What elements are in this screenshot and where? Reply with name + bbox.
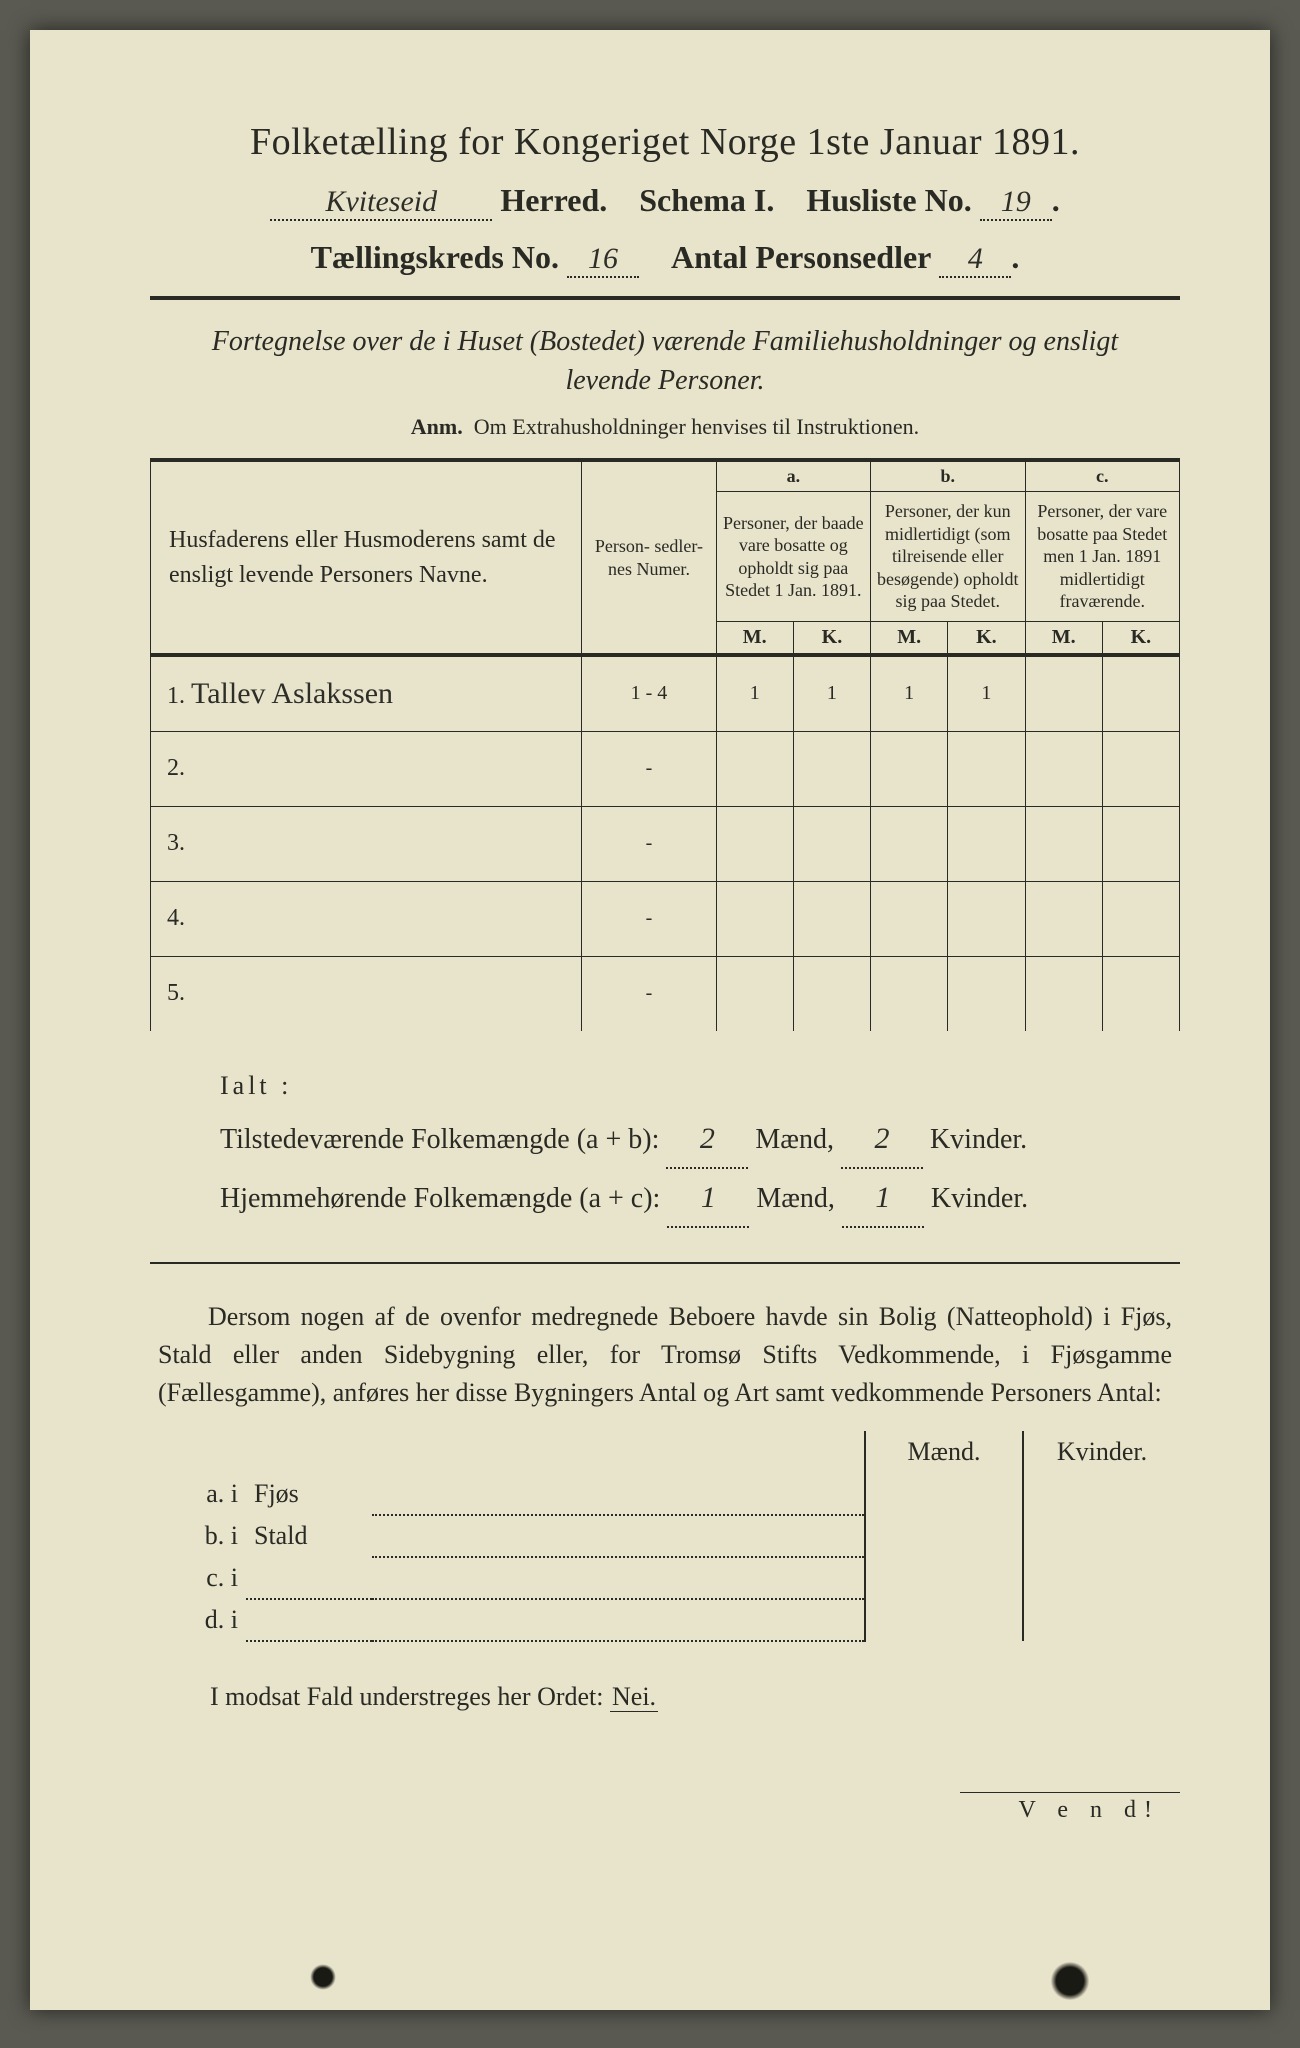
herred-value: Kviteseid	[270, 185, 492, 221]
paper-blemish-icon	[1050, 1962, 1090, 2000]
kreds-label: Tællingskreds No.	[311, 239, 559, 275]
row-num: 1.	[167, 683, 185, 709]
row-num: 3.	[151, 806, 582, 881]
row-person: 1 - 4	[582, 655, 716, 732]
row-num: 5.	[151, 956, 582, 1031]
personsedler-value: 4	[939, 242, 1011, 278]
vend-label: V e n d!	[960, 1792, 1180, 1824]
table-row: 5. -	[151, 956, 1180, 1031]
sum2-label: Hjemmehørende Folkemængde (a + c):	[220, 1183, 660, 1214]
row-name-hand: Tallev Aslakssen	[191, 677, 393, 710]
col-person-header: Person- sedler- nes Numer.	[582, 460, 716, 655]
group-a-desc: Personer, der baade vare bosatte og opho…	[716, 492, 870, 622]
anm-line: Anm. Om Extrahusholdninger henvises til …	[150, 414, 1180, 440]
schema-label: Schema I.	[639, 182, 774, 218]
main-table: Husfaderens eller Husmoderens samt de en…	[150, 458, 1180, 1031]
table-row: 2. -	[151, 731, 1180, 806]
row-name: 1. Tallev Aslakssen	[151, 655, 582, 732]
a-k: K.	[793, 621, 870, 655]
paper-blemish-icon	[310, 1964, 336, 1990]
small-head-m: Mænd.	[865, 1431, 1023, 1473]
cell	[1025, 655, 1102, 732]
anm-text: Om Extrahusholdninger henvises til Instr…	[474, 414, 919, 439]
group-c-desc: Personer, der vare bosatte paa Stedet me…	[1025, 492, 1179, 622]
row-word: Stald	[246, 1515, 372, 1557]
para-text: Dersom nogen af de ovenfor medregnede Be…	[158, 1302, 1172, 1406]
header-line-3: Tællingskreds No. 16 Antal Personsedler …	[150, 239, 1180, 278]
divider	[150, 296, 1180, 300]
sum1-m: 2	[666, 1110, 748, 1169]
table-row: 1. Tallev Aslakssen 1 - 4 1 1 1 1	[151, 655, 1180, 732]
table-row: 3. -	[151, 806, 1180, 881]
b-k: K.	[948, 621, 1025, 655]
cell: 1	[871, 655, 948, 732]
sum-line-2: Hjemmehørende Folkemængde (a + c): 1 Mæn…	[220, 1169, 1180, 1228]
husliste-label: Husliste No.	[806, 182, 971, 218]
row-word: Fjøs	[246, 1473, 372, 1515]
modsat-text: I modsat Fald understreges her Ordet:	[210, 1682, 604, 1711]
list-item: a. i Fjøs	[150, 1473, 1180, 1515]
kreds-value: 16	[567, 242, 639, 278]
personsedler-label: Antal Personsedler	[671, 239, 931, 275]
kvinder-label: Kvinder.	[930, 1124, 1027, 1155]
col-names-header: Husfaderens eller Husmoderens samt de en…	[151, 460, 582, 655]
anm-label: Anm.	[411, 414, 463, 439]
list-item: c. i	[150, 1557, 1180, 1599]
cell	[1102, 655, 1179, 732]
husliste-value: 19	[980, 185, 1052, 221]
b-m: M.	[871, 621, 948, 655]
form-subtitle: Fortegnelse over de i Huset (Bostedet) v…	[190, 322, 1140, 400]
row-person: -	[582, 881, 716, 956]
group-a-letter: a.	[716, 460, 870, 492]
group-c-letter: c.	[1025, 460, 1179, 492]
cell: 1	[716, 655, 793, 732]
totals-block: Ialt : Tilstedeværende Folkemængde (a + …	[220, 1061, 1180, 1228]
c-m: M.	[1025, 621, 1102, 655]
row-person: -	[582, 956, 716, 1031]
table-row: 4. -	[151, 881, 1180, 956]
list-item: b. i Stald	[150, 1515, 1180, 1557]
cell: 1	[948, 655, 1025, 732]
nei-word: Nei.	[610, 1682, 658, 1712]
c-k: K.	[1102, 621, 1179, 655]
list-item: d. i	[150, 1599, 1180, 1641]
cell: 1	[793, 655, 870, 732]
group-b-letter: b.	[871, 460, 1025, 492]
buildings-table: Mænd. Kvinder. a. i Fjøs b. i Stald c. i…	[150, 1431, 1180, 1642]
census-form-page: Folketælling for Kongeriget Norge 1ste J…	[30, 30, 1270, 2010]
sum1-label: Tilstedeværende Folkemængde (a + b):	[220, 1124, 659, 1155]
a-m: M.	[716, 621, 793, 655]
maend-label: Mænd,	[756, 1183, 835, 1214]
instruction-paragraph: Dersom nogen af de ovenfor medregnede Be…	[158, 1298, 1172, 1411]
kvinder-label: Kvinder.	[931, 1183, 1028, 1214]
herred-label: Herred.	[500, 182, 607, 218]
maend-label: Mænd,	[755, 1124, 834, 1155]
row-person: -	[582, 731, 716, 806]
page-title: Folketælling for Kongeriget Norge 1ste J…	[150, 120, 1180, 164]
header-line-2: Kviteseid Herred. Schema I. Husliste No.…	[150, 182, 1180, 221]
sum2-k: 1	[842, 1169, 924, 1228]
row-label: c. i	[150, 1557, 246, 1599]
modsat-line: I modsat Fald understreges her Ordet: Ne…	[210, 1682, 1180, 1712]
row-label: d. i	[150, 1599, 246, 1641]
row-label: a. i	[150, 1473, 246, 1515]
sum2-m: 1	[667, 1169, 749, 1228]
col-names-text: Husfaderens eller Husmoderens samt de en…	[169, 527, 556, 588]
row-label: b. i	[150, 1515, 246, 1557]
row-num: 2.	[151, 731, 582, 806]
sum-line-1: Tilstedeværende Folkemængde (a + b): 2 M…	[220, 1110, 1180, 1169]
row-person: -	[582, 806, 716, 881]
group-b-desc: Personer, der kun midlertidigt (som tilr…	[871, 492, 1025, 622]
divider	[150, 1262, 1180, 1264]
small-head-k: Kvinder.	[1023, 1431, 1180, 1473]
row-num: 4.	[151, 881, 582, 956]
ialt-label: Ialt :	[220, 1061, 1180, 1110]
sum1-k: 2	[841, 1110, 923, 1169]
